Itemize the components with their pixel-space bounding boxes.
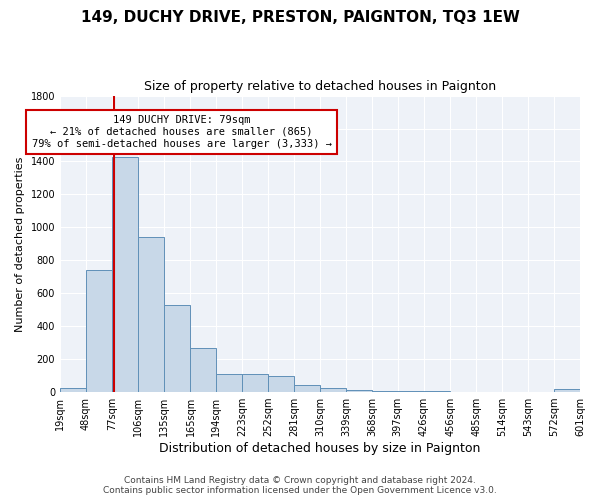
Bar bbox=[112, 156, 138, 392]
X-axis label: Distribution of detached houses by size in Paignton: Distribution of detached houses by size … bbox=[160, 442, 481, 455]
Bar bbox=[242, 374, 268, 392]
Bar bbox=[86, 270, 112, 392]
Bar bbox=[60, 388, 86, 392]
Y-axis label: Number of detached properties: Number of detached properties bbox=[15, 156, 25, 332]
Bar bbox=[554, 389, 580, 392]
Text: 149, DUCHY DRIVE, PRESTON, PAIGNTON, TQ3 1EW: 149, DUCHY DRIVE, PRESTON, PAIGNTON, TQ3… bbox=[80, 10, 520, 25]
Bar bbox=[320, 388, 346, 392]
Bar bbox=[190, 348, 217, 392]
Text: Contains HM Land Registry data © Crown copyright and database right 2024.
Contai: Contains HM Land Registry data © Crown c… bbox=[103, 476, 497, 495]
Title: Size of property relative to detached houses in Paignton: Size of property relative to detached ho… bbox=[144, 80, 496, 93]
Bar bbox=[138, 237, 164, 392]
Bar bbox=[294, 384, 320, 392]
Text: 149 DUCHY DRIVE: 79sqm
← 21% of detached houses are smaller (865)
79% of semi-de: 149 DUCHY DRIVE: 79sqm ← 21% of detached… bbox=[32, 116, 332, 148]
Bar bbox=[268, 376, 294, 392]
Bar bbox=[217, 374, 242, 392]
Bar bbox=[346, 390, 372, 392]
Bar bbox=[164, 305, 190, 392]
